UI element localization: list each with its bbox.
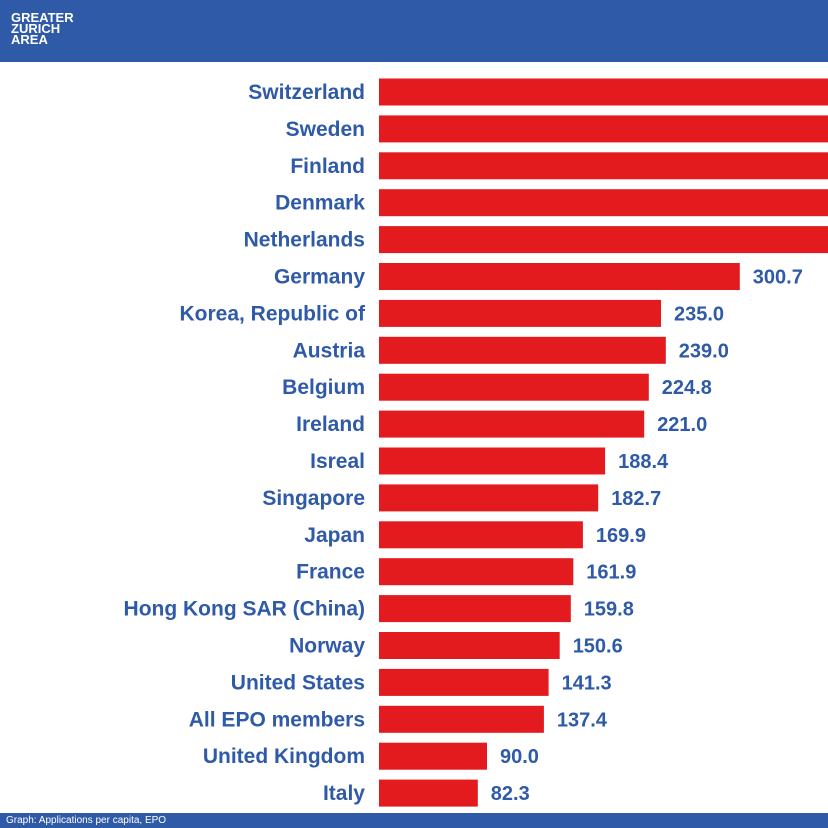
category-label: Finland xyxy=(290,155,365,178)
header-bar: GREATER ZURICH AREA xyxy=(0,0,828,62)
value-label: 239.0 xyxy=(679,340,729,362)
category-label: Singapore xyxy=(262,487,365,510)
value-label: 169.9 xyxy=(596,525,646,547)
category-label: United States xyxy=(231,671,365,694)
logo-line-1: GREATER xyxy=(11,10,74,25)
category-label: Belgium xyxy=(282,376,365,399)
category-label: Ireland xyxy=(296,413,365,436)
bar-finland xyxy=(379,152,828,180)
bar-united-kingdom xyxy=(379,742,487,770)
category-label: Denmark xyxy=(275,192,365,215)
bar-france xyxy=(379,558,574,586)
value-label: 150.6 xyxy=(573,636,623,658)
value-label: 141.3 xyxy=(562,672,612,694)
bar-sweden xyxy=(379,115,828,143)
bar-belgium xyxy=(379,373,649,401)
bar-denmark xyxy=(379,189,828,217)
source-note: Graph: Applications per capita, EPO xyxy=(6,815,167,826)
category-label: Netherlands xyxy=(244,229,365,252)
bar-united-states xyxy=(379,668,549,696)
logo-line-2: ZURICH xyxy=(11,21,61,36)
value-label: 161.9 xyxy=(586,562,636,584)
value-label: 182.7 xyxy=(611,488,661,510)
category-label: Hong Kong SAR (China) xyxy=(124,598,365,621)
value-label: 188.4 xyxy=(618,451,669,473)
bar-ireland xyxy=(379,410,645,438)
category-label: Japan xyxy=(304,524,365,547)
bar-isreal xyxy=(379,447,606,475)
value-label: 224.8 xyxy=(662,377,712,399)
value-label: 300.7 xyxy=(753,267,803,289)
category-label: Korea, Republic of xyxy=(179,302,366,325)
category-label: United Kingdom xyxy=(203,745,365,768)
logo-line-3: AREA xyxy=(11,32,48,47)
bar-switzerland xyxy=(379,78,828,106)
bar-germany xyxy=(379,263,740,290)
category-label: Austria xyxy=(293,339,366,362)
value-label: 221.0 xyxy=(657,414,707,436)
bar-chart: Switzerland Sweden Finland Denmark Netherlan… xyxy=(124,78,828,807)
category-label: France xyxy=(296,561,365,584)
bar-norway xyxy=(379,632,560,659)
bar-netherlands xyxy=(379,226,828,254)
bar-singapore xyxy=(379,484,599,512)
category-label: All EPO members xyxy=(189,708,365,731)
value-label: 90.0 xyxy=(500,746,539,768)
value-label: 235.0 xyxy=(674,303,724,325)
value-label: 159.8 xyxy=(584,599,634,621)
category-label: Sweden xyxy=(286,118,365,141)
bar-hong-kong-sar-china xyxy=(379,595,571,623)
bar-japan xyxy=(379,521,583,549)
footer-bar: Graph: Applications per capita, EPO xyxy=(0,813,828,828)
category-label: Italy xyxy=(323,782,365,805)
bar-austria xyxy=(379,336,666,364)
greater-zurich-area-logo: GREATER ZURICH AREA xyxy=(11,10,74,47)
bar-korea-republic-of xyxy=(379,299,661,327)
category-label: Switzerland xyxy=(248,81,365,104)
bar-italy xyxy=(379,779,478,807)
category-label: Norway xyxy=(289,635,365,658)
value-label: 137.4 xyxy=(557,709,608,731)
category-label: Isreal xyxy=(310,450,365,473)
bar-all-epo-members xyxy=(379,705,544,733)
value-label: 82.3 xyxy=(491,783,530,805)
category-label: Germany xyxy=(274,266,365,289)
